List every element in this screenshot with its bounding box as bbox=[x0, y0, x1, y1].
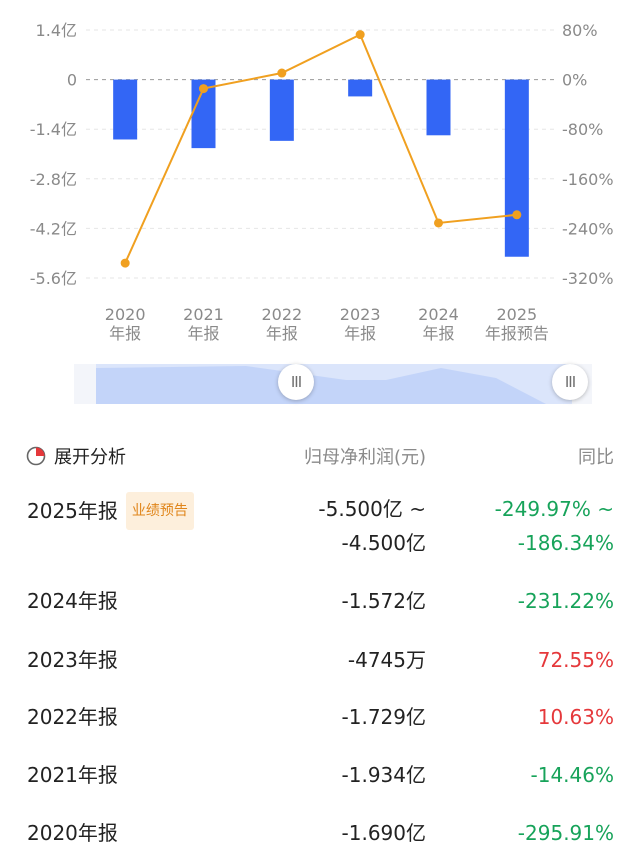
x-axis-tick-label: 年报 bbox=[109, 324, 141, 343]
x-axis-tick-label: 年报 bbox=[266, 324, 298, 343]
row-period: 2025年报 bbox=[27, 499, 118, 523]
table-row[interactable]: 2021年报 -1.934亿 -14.46% bbox=[0, 758, 640, 792]
left-axis-tick-label: -2.8亿 bbox=[30, 170, 77, 189]
left-axis-tick-label: -1.4亿 bbox=[30, 120, 77, 139]
right-axis-tick-label: 0% bbox=[562, 71, 587, 90]
table-row[interactable]: 2024年报 -1.572亿 -231.22% bbox=[0, 584, 640, 618]
row-period: 2021年报 bbox=[27, 763, 118, 787]
row-yoy: 10.63% bbox=[537, 705, 614, 729]
row-period: 2024年报 bbox=[27, 589, 118, 613]
row-value-range-start: -5.500亿 ~ bbox=[318, 497, 426, 521]
row-value: -1.934亿 bbox=[341, 763, 426, 787]
table-row[interactable]: 2020年报 -1.690亿 -295.91% bbox=[0, 816, 640, 850]
yoy-line bbox=[124, 33, 517, 264]
bar bbox=[426, 79, 451, 136]
forecast-badge: 业绩预告 bbox=[125, 492, 194, 530]
x-axis-tick-label: 2025 bbox=[496, 305, 537, 324]
yoy-point bbox=[434, 218, 443, 228]
bar bbox=[113, 79, 138, 140]
x-axis-tick-label: 2023 bbox=[340, 305, 381, 324]
x-axis-tick-label: 2024 bbox=[418, 305, 459, 324]
row-period: 2022年报 bbox=[27, 705, 118, 729]
expand-analysis-button[interactable]: 展开分析 bbox=[26, 443, 126, 469]
right-axis-tick-label: 80% bbox=[562, 21, 598, 40]
row-value: -4745万 bbox=[347, 648, 426, 672]
slider-handle-right[interactable]: III bbox=[552, 364, 588, 400]
left-axis-tick-label: -5.6亿 bbox=[30, 269, 77, 288]
yoy-point bbox=[199, 84, 208, 94]
right-axis-tick-label: -320% bbox=[562, 269, 614, 288]
row-yoy: -295.91% bbox=[517, 821, 614, 845]
left-axis-tick-label: 0 bbox=[67, 71, 77, 90]
row-value: -1.572亿 bbox=[341, 589, 426, 613]
slider-handle-left[interactable]: III bbox=[278, 364, 314, 400]
row-yoy-range-start: -249.97% ~ bbox=[494, 497, 614, 521]
x-axis-tick-label: 2020 bbox=[105, 305, 146, 324]
row-yoy: -231.22% bbox=[517, 589, 614, 613]
x-axis-tick-label: 年报预告 bbox=[485, 324, 549, 343]
table-row[interactable]: 2025年报 业绩预告 -5.500亿 ~ -4.500亿 -249.97% ~… bbox=[0, 492, 640, 562]
row-value: -1.690亿 bbox=[341, 821, 426, 845]
pie-chart-icon bbox=[26, 446, 46, 466]
yoy-point bbox=[120, 258, 130, 268]
bar bbox=[269, 79, 294, 141]
table-row[interactable]: 2022年报 -1.729亿 10.63% bbox=[0, 700, 640, 734]
row-yoy-range-end: -186.34% bbox=[517, 531, 614, 555]
profit-chart: 1.4亿 0 -1.4亿 -2.8亿 -4.2亿 -5.6亿 80% 0% -80% -160% -… bbox=[30, 21, 614, 343]
row-value: -1.729亿 bbox=[341, 705, 426, 729]
row-value-range-end: -4.500亿 bbox=[341, 531, 426, 555]
x-axis-tick-label: 年报 bbox=[422, 324, 454, 343]
right-axis-tick-label: -160% bbox=[562, 170, 614, 189]
row-yoy: 72.55% bbox=[537, 648, 614, 672]
x-axis-tick-label: 2022 bbox=[261, 305, 302, 324]
bar bbox=[504, 79, 529, 257]
bar bbox=[348, 79, 373, 97]
yoy-point bbox=[277, 68, 287, 78]
slider-overview-area bbox=[96, 366, 546, 404]
table-header: 展开分析 归母净利润(元) 同比 bbox=[0, 437, 640, 473]
x-axis-tick-label: 年报 bbox=[344, 324, 376, 343]
yoy-point bbox=[355, 30, 365, 40]
left-axis-tick-label: 1.4亿 bbox=[36, 21, 77, 40]
column-header-yoy: 同比 bbox=[578, 447, 614, 468]
left-axis-tick-label: -4.2亿 bbox=[30, 219, 77, 238]
table-row[interactable]: 2023年报 -4745万 72.55% bbox=[0, 643, 640, 677]
x-axis-tick-label: 年报 bbox=[187, 324, 219, 343]
expand-analysis-label: 展开分析 bbox=[54, 447, 126, 468]
range-slider[interactable]: III III bbox=[74, 362, 592, 406]
row-yoy: -14.46% bbox=[530, 763, 614, 787]
column-header-net-profit: 归母净利润(元) bbox=[303, 447, 426, 468]
right-axis-tick-label: -80% bbox=[562, 120, 603, 139]
right-axis-tick-label: -240% bbox=[562, 219, 614, 238]
row-period: 2020年报 bbox=[27, 821, 118, 845]
yoy-point bbox=[512, 210, 522, 220]
row-period: 2023年报 bbox=[27, 648, 118, 672]
x-axis-tick-label: 2021 bbox=[183, 305, 224, 324]
